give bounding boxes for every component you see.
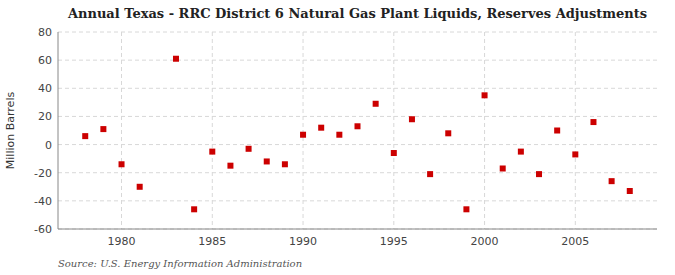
grid-line: [58, 229, 657, 230]
chart: Annual Texas - RRC District 6 Natural Ga…: [0, 0, 675, 275]
point: [227, 163, 233, 169]
title: Annual Texas - RRC District 6 Natural Ga…: [67, 6, 647, 21]
point: [300, 132, 306, 138]
axis-line: [58, 32, 59, 229]
point: [137, 184, 143, 190]
tick-label: 2005: [561, 235, 589, 248]
axis-label: Million Barrels: [4, 92, 17, 170]
grid-line: [121, 32, 122, 229]
point: [282, 161, 288, 167]
point: [391, 150, 397, 156]
tick-label: 80: [38, 26, 52, 39]
tick-label: 1990: [289, 235, 317, 248]
tick-label: 1995: [380, 235, 408, 248]
y-axis: -60 -40 -20 0 20 40 60 80: [34, 26, 657, 236]
point: [246, 146, 252, 152]
point: [318, 125, 324, 131]
point: [572, 151, 578, 157]
grid-line: [303, 32, 304, 229]
grid-line: [58, 32, 657, 33]
point: [518, 149, 524, 155]
point: [173, 56, 179, 62]
annotation: Source: U.S. Energy Information Administ…: [58, 258, 302, 269]
tick-label: 0: [45, 139, 52, 152]
point: [209, 149, 215, 155]
grid-line: [393, 32, 394, 229]
points: [82, 56, 633, 213]
tick-label: -60: [34, 223, 52, 236]
point: [409, 116, 415, 122]
point: [445, 130, 451, 136]
point: [482, 92, 488, 98]
point: [463, 206, 469, 212]
grid-line: [212, 32, 213, 229]
point: [191, 206, 197, 212]
grid-line: [484, 32, 485, 229]
background: [0, 0, 675, 275]
grid-line: [58, 172, 657, 173]
grid-line: [58, 200, 657, 201]
point: [119, 161, 125, 167]
tick-label: -20: [34, 167, 52, 180]
tick-label: 60: [38, 54, 52, 67]
point: [264, 158, 270, 164]
point: [627, 188, 633, 194]
tick-label: 1985: [198, 235, 226, 248]
x-axis: 1980 1985 1990 1995 2000 2005: [58, 32, 657, 248]
axis-line: [58, 229, 657, 230]
grid-line: [58, 88, 657, 89]
grid-line: [58, 60, 657, 61]
tick-label: 20: [38, 110, 52, 123]
grid-line: [58, 116, 657, 117]
tick-label: -40: [34, 195, 52, 208]
point: [427, 171, 433, 177]
point: [500, 165, 506, 171]
point: [536, 171, 542, 177]
point: [590, 119, 596, 125]
point: [609, 178, 615, 184]
tick-label: 1980: [108, 235, 136, 248]
point: [82, 133, 88, 139]
tick-label: 40: [38, 82, 52, 95]
point: [373, 101, 379, 107]
grid-line: [575, 32, 576, 229]
point: [554, 128, 560, 134]
point: [336, 132, 342, 138]
tick-label: 2000: [471, 235, 499, 248]
grid-line: [58, 144, 657, 145]
point: [100, 126, 106, 132]
point: [355, 123, 361, 129]
